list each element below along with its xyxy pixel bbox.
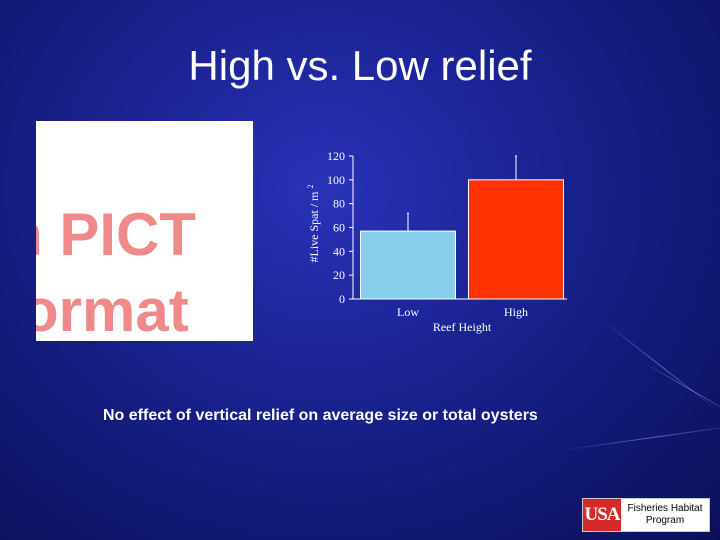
background-streak xyxy=(599,318,719,412)
pict-placeholder-text-line1: h PICT xyxy=(36,201,196,268)
bars xyxy=(360,155,564,300)
x-tick-label: High xyxy=(504,305,528,319)
bar-chart: 0 20 40 60 80 100 120 Low High #Live Spat / m 2… xyxy=(306,149,567,334)
pict-placeholder-image: h PICT ormat xyxy=(36,121,253,341)
logo-text: Fisheries Habitat Program xyxy=(621,503,709,527)
y-axis-label: #Live Spat / m 2 xyxy=(306,185,321,263)
pict-placeholder-text-line2: ormat xyxy=(36,277,189,341)
y-tick-label: 0 xyxy=(339,292,345,306)
y-tick-label: 120 xyxy=(327,149,345,163)
y-tick-label: 80 xyxy=(333,197,345,211)
fisheries-habitat-program-logo: USA Fisheries Habitat Program xyxy=(582,498,710,532)
slide-title: High vs. Low relief xyxy=(188,42,532,89)
y-axis: 0 20 40 60 80 100 120 xyxy=(327,149,354,306)
x-axis-label: Reef Height xyxy=(433,320,492,334)
logo-text-line2: Program xyxy=(645,515,685,526)
slide-caption: No effect of vertical relief on average … xyxy=(103,407,538,424)
bar-high xyxy=(468,179,564,300)
logo-text-line1: Fisheries Habitat xyxy=(627,503,703,514)
y-tick-label: 60 xyxy=(333,221,345,235)
x-tick-label: Low xyxy=(397,305,419,319)
y-tick-label: 20 xyxy=(333,268,345,282)
y-axis-label-superscript: 2 xyxy=(306,185,315,189)
bar-low xyxy=(360,230,456,300)
y-tick-label: 100 xyxy=(327,173,345,187)
background-streak xyxy=(639,360,720,421)
x-axis: Low High xyxy=(353,298,567,319)
y-axis-label-text: #Live Spat / m xyxy=(307,189,321,263)
background-streak xyxy=(559,423,720,451)
usa-logo-mark: USA xyxy=(583,499,621,531)
y-tick-label: 40 xyxy=(333,244,345,258)
